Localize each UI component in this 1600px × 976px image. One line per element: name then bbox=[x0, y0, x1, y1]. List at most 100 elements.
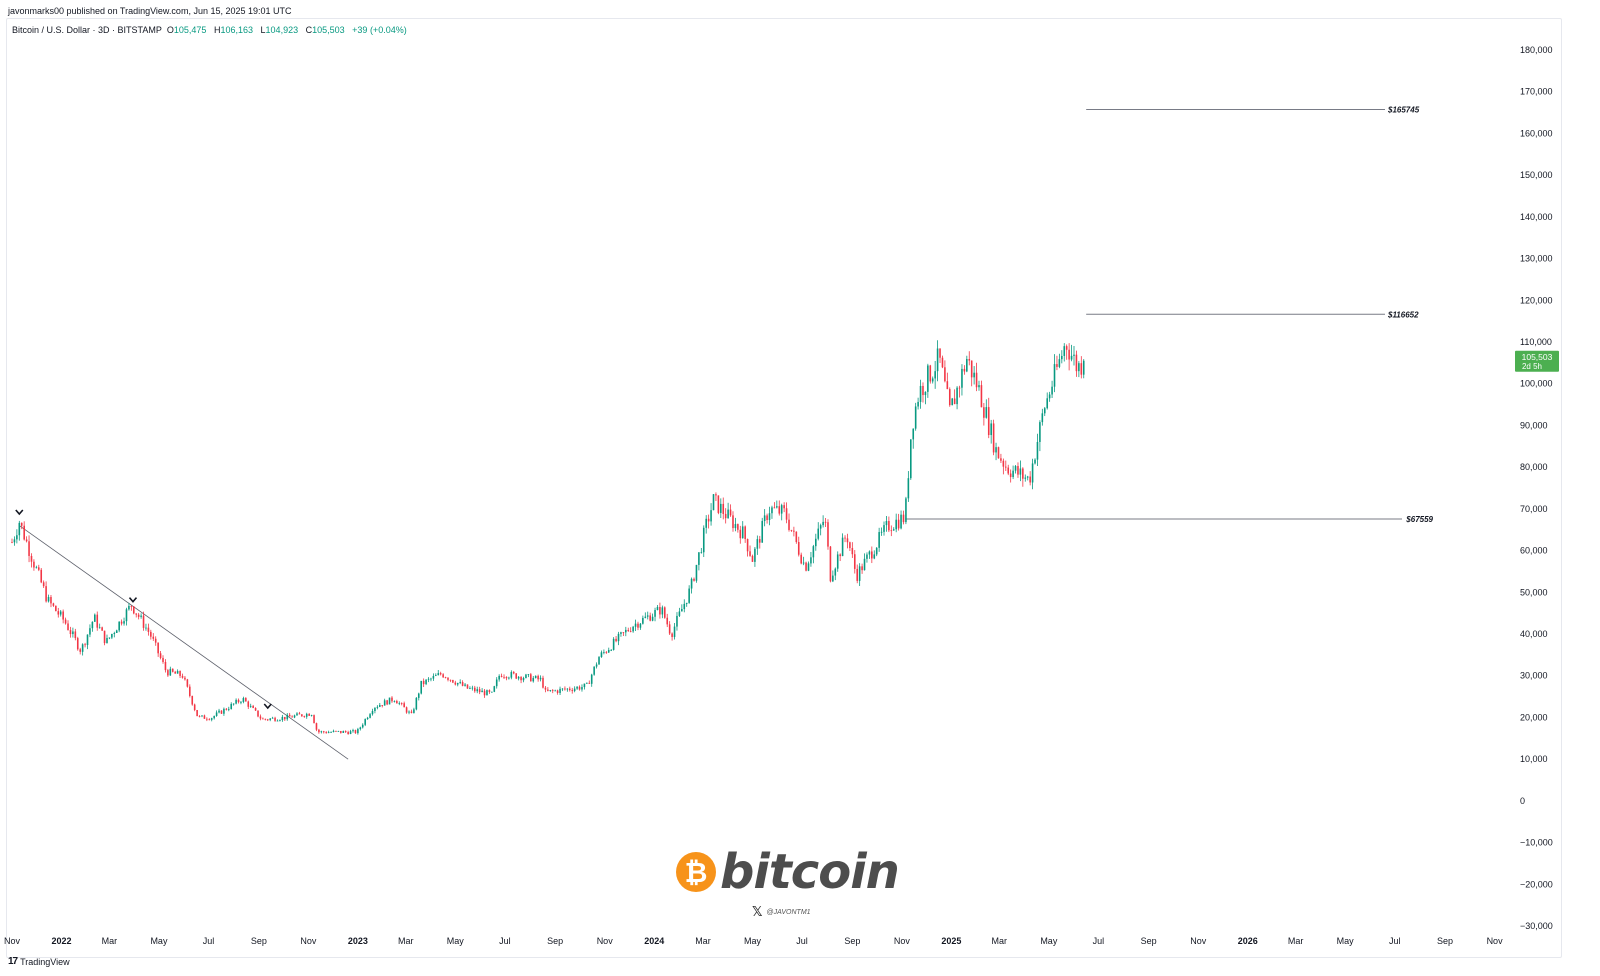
candle-body bbox=[646, 615, 649, 617]
candle bbox=[700, 547, 703, 554]
candle bbox=[366, 716, 369, 720]
candle bbox=[822, 515, 824, 528]
candle-body bbox=[179, 670, 181, 676]
candle-body bbox=[953, 398, 956, 405]
candle-body bbox=[639, 623, 642, 628]
candle-body bbox=[880, 531, 883, 533]
candle bbox=[749, 545, 751, 557]
candle bbox=[953, 389, 956, 405]
support-line-label: $67559 bbox=[1405, 515, 1433, 524]
bitcoin-coin-icon: ₿ bbox=[676, 852, 716, 892]
candle bbox=[344, 730, 347, 733]
candle bbox=[615, 635, 617, 643]
candle bbox=[313, 714, 315, 724]
candle bbox=[150, 629, 152, 640]
candle-body bbox=[262, 718, 264, 720]
candle-body bbox=[710, 510, 712, 522]
candle-body bbox=[941, 357, 944, 368]
x-tick-label: Nov bbox=[894, 936, 911, 946]
candle bbox=[264, 718, 267, 721]
candle-body bbox=[622, 632, 625, 634]
candle-body bbox=[749, 551, 751, 556]
candle bbox=[705, 515, 707, 534]
change-value: +39 (+0.04%) bbox=[352, 25, 407, 35]
candle-body bbox=[225, 708, 228, 710]
tradingview-footer[interactable]: 17 TradingView bbox=[8, 956, 70, 967]
candle bbox=[515, 673, 518, 680]
candle-body bbox=[286, 714, 289, 720]
candle bbox=[1000, 453, 1002, 463]
candle bbox=[1022, 467, 1024, 487]
candle bbox=[118, 621, 120, 633]
candle-body bbox=[983, 407, 985, 418]
candle bbox=[466, 684, 469, 689]
candle bbox=[975, 362, 978, 392]
candle bbox=[900, 510, 902, 530]
y-tick-label: −20,000 bbox=[1520, 879, 1553, 889]
candle-body bbox=[18, 522, 21, 536]
candle-body bbox=[271, 717, 274, 719]
candle-body bbox=[420, 680, 423, 694]
candle bbox=[739, 525, 742, 544]
candle bbox=[115, 629, 118, 633]
candle-body bbox=[1009, 473, 1012, 478]
candle bbox=[978, 380, 980, 391]
x-tick-label: May bbox=[1040, 936, 1058, 946]
candle-body bbox=[515, 673, 518, 679]
candle-body bbox=[503, 676, 505, 678]
candle-body bbox=[408, 711, 410, 713]
candle-body bbox=[478, 689, 481, 693]
candle-body bbox=[732, 515, 734, 529]
candle bbox=[159, 650, 162, 660]
candle-body bbox=[512, 672, 515, 674]
candle-body bbox=[715, 494, 717, 496]
candle bbox=[681, 604, 683, 612]
candle-body bbox=[237, 699, 240, 703]
candle-body bbox=[780, 505, 783, 514]
candle bbox=[707, 514, 710, 529]
candle-body bbox=[45, 586, 47, 602]
candle bbox=[69, 626, 72, 638]
x-tick-label: May bbox=[150, 936, 168, 946]
candle-body bbox=[844, 537, 846, 539]
candle bbox=[992, 419, 995, 456]
candle-body bbox=[115, 630, 118, 633]
candle-body bbox=[40, 569, 43, 583]
candle bbox=[108, 637, 111, 640]
candle bbox=[922, 382, 924, 403]
candle bbox=[167, 668, 169, 677]
candle bbox=[607, 647, 610, 654]
candle bbox=[442, 673, 444, 679]
candle-body bbox=[1065, 346, 1068, 350]
candle bbox=[634, 619, 637, 632]
candle-body bbox=[393, 700, 396, 702]
candle-body bbox=[539, 677, 542, 680]
candle bbox=[1039, 420, 1041, 452]
candle bbox=[588, 680, 591, 684]
candle-body bbox=[101, 627, 103, 631]
x-tick-label: 2026 bbox=[1238, 936, 1258, 946]
candle-body bbox=[744, 526, 746, 539]
candle-body bbox=[405, 707, 408, 713]
y-tick-label: 90,000 bbox=[1520, 420, 1548, 430]
candle-body bbox=[527, 674, 530, 676]
candle-body bbox=[35, 567, 38, 569]
candle bbox=[690, 577, 693, 594]
candle-body bbox=[252, 705, 254, 708]
y-tick-label: −30,000 bbox=[1520, 921, 1553, 931]
candle-body bbox=[495, 679, 498, 687]
x-tick-label: Mar bbox=[398, 936, 414, 946]
candle-body bbox=[666, 617, 669, 625]
candle bbox=[780, 503, 783, 521]
candle bbox=[91, 621, 94, 632]
candle-body bbox=[530, 674, 532, 682]
candle bbox=[963, 365, 966, 375]
candle-body bbox=[145, 627, 147, 629]
candle bbox=[96, 611, 99, 631]
candle-body bbox=[642, 617, 644, 624]
candle bbox=[293, 714, 296, 719]
candle-body bbox=[342, 731, 345, 733]
candle bbox=[281, 714, 284, 722]
low-value: 104,923 bbox=[265, 25, 299, 35]
